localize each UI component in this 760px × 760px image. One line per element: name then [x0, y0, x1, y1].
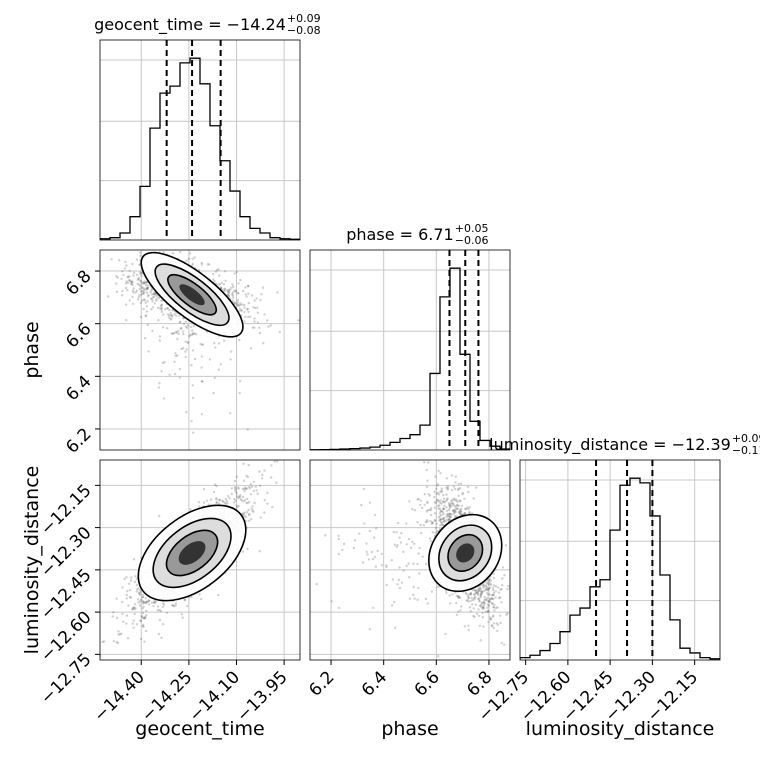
title-sub-luminosity_distance: −0.11 [732, 444, 760, 457]
scatter-panel-phase-vs-geocent_time [99, 249, 301, 451]
histogram-panel-geocent_time [99, 39, 301, 241]
x-tick-label-phase-2: 6.6 [411, 667, 444, 700]
contour-level-3 [178, 541, 206, 565]
histogram-luminosity_distance [520, 477, 720, 660]
y-axis-label-phase: phase [21, 321, 43, 378]
panel-frame [99, 249, 301, 451]
scatter-panel-luminosity_distance-vs-geocent_time [99, 459, 301, 661]
histogram-panel-luminosity_distance [519, 459, 721, 661]
x-tick-label-phase-0: 6.2 [305, 667, 338, 700]
title-sup-geocent_time: +0.09 [287, 12, 321, 25]
x-tick-label-phase-1: 6.4 [358, 667, 391, 700]
y-tick-label-phase-0: 6.2 [62, 424, 95, 457]
title-sub-phase: −0.06 [455, 234, 489, 247]
density-contours [137, 504, 247, 602]
x-axis-label-geocent_time: geocent_time [135, 718, 264, 740]
panel-frame [519, 459, 721, 661]
panel-frame [99, 39, 301, 241]
y-tick-label-phase-3: 6.8 [62, 266, 95, 299]
x-axis-label-phase: phase [381, 718, 438, 740]
panel-frame [99, 459, 301, 661]
title-phase: phase = 6.71 [346, 225, 453, 244]
title-geocent_time: geocent_time = −14.24 [94, 15, 286, 35]
x-axis-label-luminosity_distance: luminosity_distance [526, 718, 715, 740]
y-tick-label-phase-2: 6.6 [62, 319, 95, 352]
contour-level-3 [179, 284, 205, 306]
panel-frame [309, 459, 511, 661]
contour-level-3 [456, 543, 475, 563]
density-contours [428, 513, 503, 593]
y-axis-label-luminosity_distance: luminosity_distance [21, 466, 43, 655]
density-contours [140, 251, 244, 338]
title-sub-geocent_time: −0.08 [287, 24, 321, 37]
scatter-panel-luminosity_distance-vs-phase [309, 459, 511, 661]
histogram-geocent_time [100, 57, 300, 240]
title-sup-luminosity_distance: +0.09 [732, 432, 760, 445]
histogram-panel-phase [309, 249, 511, 451]
histogram-phase [310, 267, 510, 450]
panel-frame [309, 249, 511, 451]
title-sup-phase: +0.05 [455, 222, 489, 235]
y-tick-label-phase-1: 6.4 [62, 372, 95, 405]
title-luminosity_distance: luminosity_distance = −12.39 [489, 435, 731, 455]
